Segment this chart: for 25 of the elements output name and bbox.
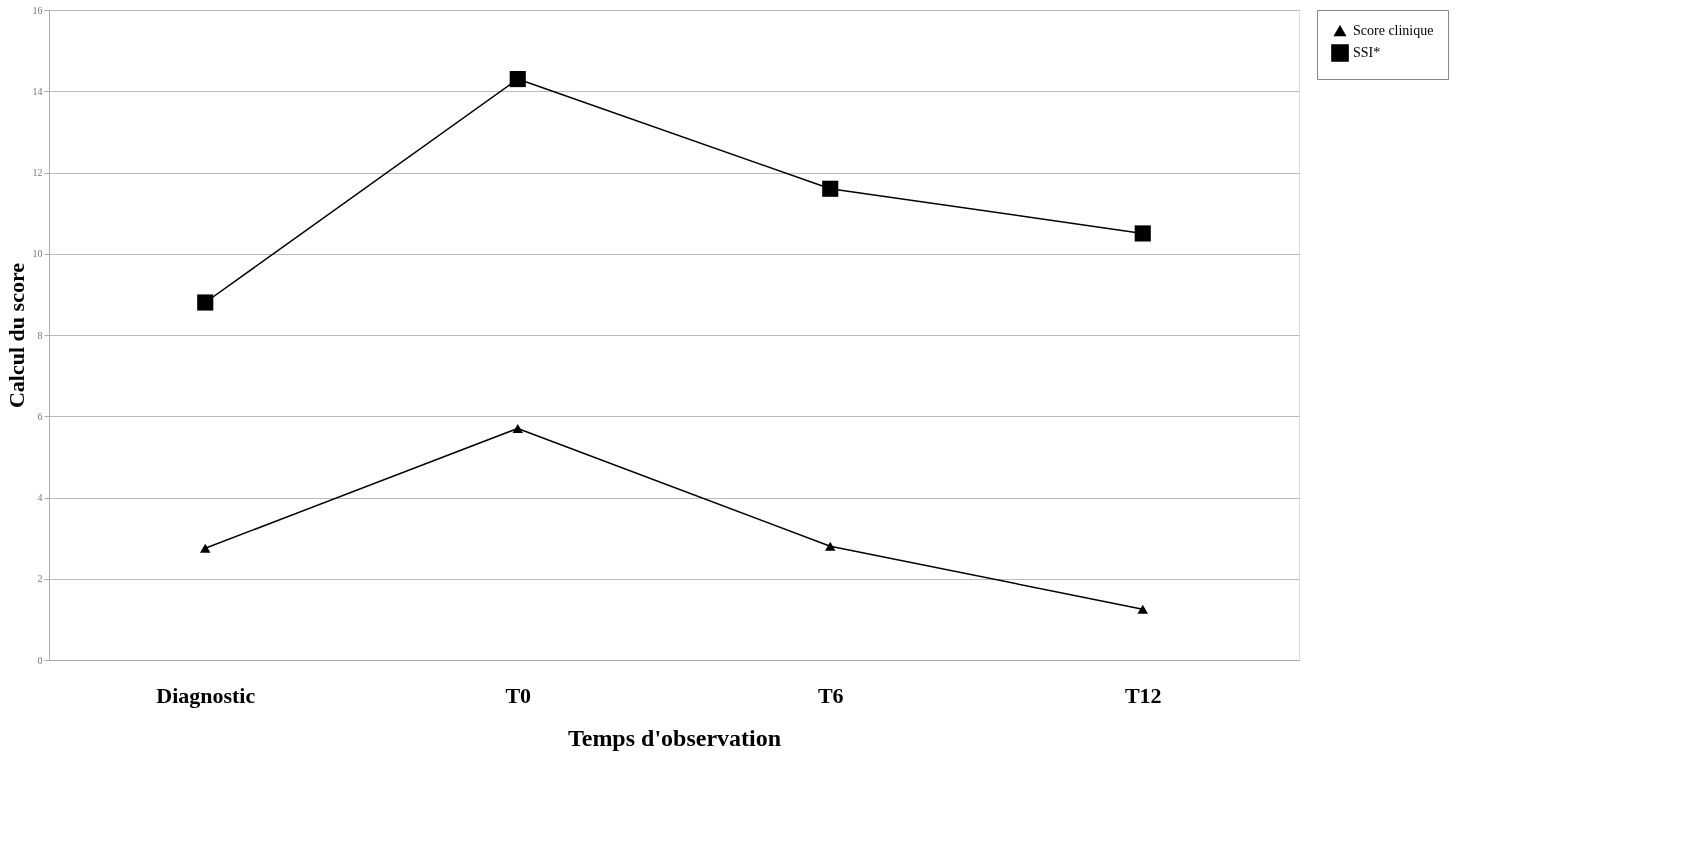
point [825, 541, 836, 551]
y-axis-title: Calcul du score [3, 262, 29, 409]
legend-label: Score clinique [1353, 23, 1434, 38]
point [512, 423, 523, 433]
y-tick-label: 2 [37, 573, 43, 585]
y-tick-label: 12 [32, 167, 43, 178]
y-tick-label: 0 [37, 654, 43, 666]
x-tick-label: T0 [505, 682, 532, 708]
y-tick-label: 8 [37, 329, 43, 341]
y-tick-label: 6 [37, 410, 43, 422]
point [509, 71, 526, 88]
x-tick-label: T6 [817, 682, 844, 708]
y-tick-label: 4 [37, 492, 43, 503]
point [200, 543, 211, 553]
x-axis-title: Temps d'observation [567, 724, 782, 751]
x-tick-label: Diagnostic [156, 682, 256, 708]
y-tick-label: 16 [32, 4, 43, 16]
y-tick-label: 14 [32, 85, 43, 97]
point [822, 180, 839, 197]
y-tick-label: 10 [32, 248, 43, 260]
point [1134, 225, 1151, 242]
point [197, 294, 214, 311]
legend-label: SSI* [1353, 45, 1381, 60]
x-tick-label: T12 [1124, 682, 1162, 708]
point [1137, 604, 1148, 614]
